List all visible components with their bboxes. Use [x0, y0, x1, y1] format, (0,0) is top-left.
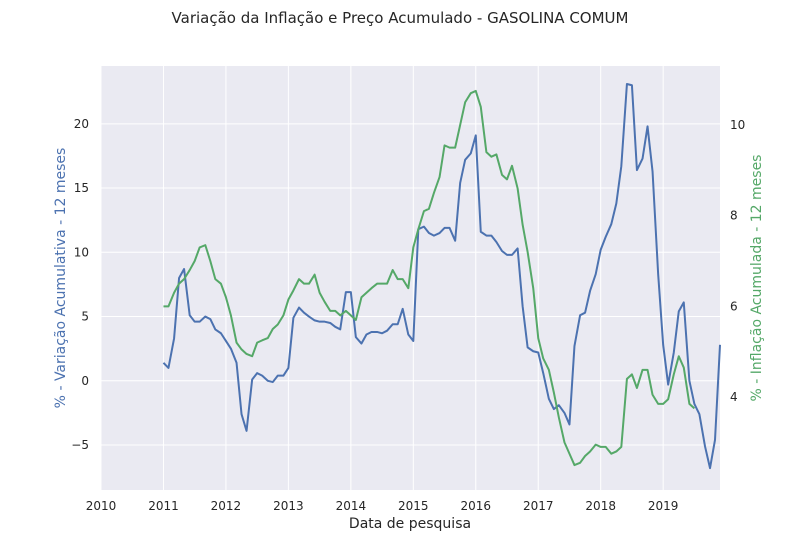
y-right-tick-label: 6 — [730, 299, 738, 313]
y-left-tick-label: 0 — [81, 374, 89, 388]
series-line-inflacao — [163, 89, 696, 467]
y-gridlines — [101, 123, 720, 446]
chart-title: Variação da Inflação e Preço Acumulado -… — [172, 9, 629, 27]
y-right-tick-labels: 4 6 8 10 — [730, 118, 745, 404]
y-left-tick-labels: −5 0 5 10 15 20 — [71, 117, 89, 452]
y-right-tick-label: 8 — [730, 209, 738, 223]
y-left-axis-title: % - Variação Acumulativa - 12 meses — [53, 148, 69, 409]
y-left-tick-label: 20 — [74, 117, 89, 131]
x-tick-labels: 2010 2011 2012 2013 2014 2015 2016 2017 2018 2019 — [86, 499, 679, 513]
y-left-tick-label: 10 — [74, 245, 89, 259]
x-tick-label: 2013 — [273, 499, 304, 513]
y-left-tick-label: 15 — [74, 181, 89, 195]
x-tick-label: 2015 — [398, 499, 429, 513]
x-tick-label: 2018 — [585, 499, 616, 513]
x-tick-label: 2016 — [460, 499, 491, 513]
series-line-variacao — [162, 82, 721, 470]
y-left-tick-label: −5 — [71, 438, 89, 452]
x-tick-label: 2019 — [648, 499, 679, 513]
x-tick-label: 2012 — [211, 499, 242, 513]
x-gridlines — [100, 66, 664, 490]
x-axis-title: Data de pesquisa — [349, 516, 471, 532]
x-tick-label: 2014 — [336, 499, 367, 513]
y-right-tick-label: 10 — [730, 118, 745, 132]
y-right-tick-label: 4 — [730, 390, 738, 404]
y-right-axis-title: % - Inflação Acumulada - 12 meses — [749, 155, 765, 402]
series-lines — [162, 82, 721, 470]
y-left-tick-label: 5 — [81, 310, 89, 324]
x-tick-label: 2017 — [523, 499, 554, 513]
x-tick-label: 2010 — [86, 499, 117, 513]
x-tick-label: 2011 — [148, 499, 179, 513]
